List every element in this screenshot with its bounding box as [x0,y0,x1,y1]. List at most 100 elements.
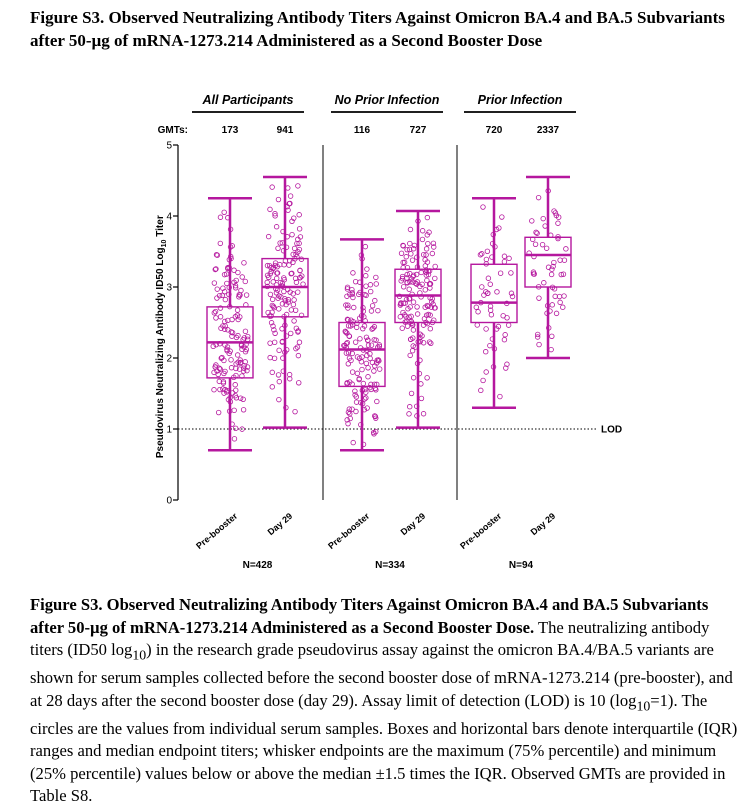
data-point-1-2-110 [290,301,297,308]
data-point-3-1-32 [477,252,484,258]
panel-title-2: No Prior Infection [335,93,440,107]
data-point-2-1-124 [345,361,351,367]
caption-sub-1: 10 [132,647,147,663]
data-point-3-2-21 [563,246,569,252]
data-point-3-2-42 [550,263,556,270]
data-point-2-1-87 [343,302,349,308]
data-point-2-1-136 [375,307,381,314]
data-point-2-1-72 [346,355,353,361]
data-point-2-2-82 [404,246,410,253]
data-point-2-1-58 [373,281,379,287]
data-point-2-1-118 [345,409,352,415]
data-point-1-2-120 [296,226,303,232]
data-point-1-1-110 [240,396,246,402]
data-point-2-1-108 [350,270,356,276]
data-point-2-1-123 [350,439,356,446]
data-point-2-1-85 [364,266,370,272]
data-point-2-1-54 [352,388,358,394]
data-point-1-1-36 [217,314,224,320]
y-tick-label-3: 3 [166,283,172,294]
data-point-1-2-99 [266,274,272,280]
data-point-1-1-43 [242,328,249,335]
data-point-1-2-104 [269,384,275,390]
data-point-1-1-63 [215,409,222,416]
data-point-1-1-76 [220,379,227,385]
data-point-1-2-125 [291,297,297,303]
data-point-2-2-133 [398,300,404,306]
data-point-1-2-13 [267,291,274,298]
caption-text-3: =1). The circles are the values from ind… [30,690,738,806]
data-point-3-1-37 [509,293,516,300]
data-point-1-2-35 [275,245,281,251]
data-point-1-1-41 [228,357,234,363]
data-point-1-2-140 [267,354,273,361]
data-point-1-2-76 [296,339,303,345]
data-point-1-1-38 [234,352,241,358]
data-point-2-1-101 [364,337,371,344]
data-point-3-1-48 [473,304,480,310]
data-point-2-1-31 [354,324,360,331]
data-point-3-2-48 [551,208,557,214]
data-point-1-2-38 [275,372,282,378]
data-point-2-1-117 [341,342,347,349]
data-point-2-2-69 [399,325,405,331]
data-point-3-2-6 [549,302,555,308]
data-point-1-1-106 [242,278,248,285]
data-point-2-2-60 [412,280,419,286]
data-point-3-1-23 [501,253,508,259]
iqr-box-3-1 [470,263,518,324]
data-point-1-2-72 [273,224,280,230]
data-point-1-1-141 [228,365,235,371]
data-point-3-1-4 [505,322,512,328]
data-point-3-1-40 [474,322,480,328]
data-point-2-1-73 [344,316,351,323]
data-point-1-1-42 [233,387,239,394]
data-point-2-2-149 [424,320,431,327]
panel-title-3: Prior Infection [478,93,563,107]
data-point-1-2-143 [274,270,280,276]
data-point-2-1-96 [363,283,369,289]
data-point-2-1-62 [349,286,355,293]
data-point-2-2-95 [425,311,432,318]
data-point-1-2-134 [289,270,295,277]
data-point-3-2-13 [535,194,542,201]
data-point-1-2-126 [277,279,284,286]
data-point-2-1-114 [371,337,377,343]
data-point-3-1-21 [499,214,505,220]
data-point-1-2-91 [285,299,292,305]
data-point-2-1-137 [353,394,360,400]
data-point-3-1-50 [479,284,485,290]
data-point-1-1-77 [231,279,237,285]
data-point-1-2-60 [276,396,282,403]
data-point-1-2-122 [281,288,287,295]
data-point-2-1-75 [370,325,376,331]
data-point-2-2-61 [424,302,430,309]
data-point-2-2-87 [432,275,438,282]
data-point-2-2-123 [408,313,414,320]
data-point-2-1-23 [354,370,361,377]
data-point-2-2-136 [414,311,421,317]
data-point-3-1-52 [479,251,485,257]
data-point-2-1-138 [345,323,352,329]
data-point-1-2-115 [276,378,282,385]
data-point-3-2-33 [531,271,537,277]
data-point-2-1-32 [361,323,368,329]
data-point-2-1-147 [354,320,360,326]
data-point-1-1-83 [219,292,225,299]
data-point-2-1-50 [343,350,350,356]
data-point-1-2-28 [270,323,276,329]
gmt-value-1-2: 941 [277,125,294,136]
data-point-1-1-108 [232,283,239,289]
data-point-1-2-118 [281,262,287,268]
x-category-label-2-1: Pre-booster [326,511,372,551]
data-point-3-1-47 [504,315,510,321]
data-point-2-2-33 [422,257,428,263]
data-point-3-1-42 [475,309,481,315]
data-point-2-1-97 [349,350,355,357]
data-point-1-2-116 [297,267,303,274]
data-point-2-1-125 [358,359,365,365]
data-point-2-1-104 [363,334,370,341]
data-point-1-2-2 [296,212,302,218]
data-point-1-2-133 [286,371,293,378]
caption-text-2: ) in the research grade pseudovirus assa… [30,640,733,710]
